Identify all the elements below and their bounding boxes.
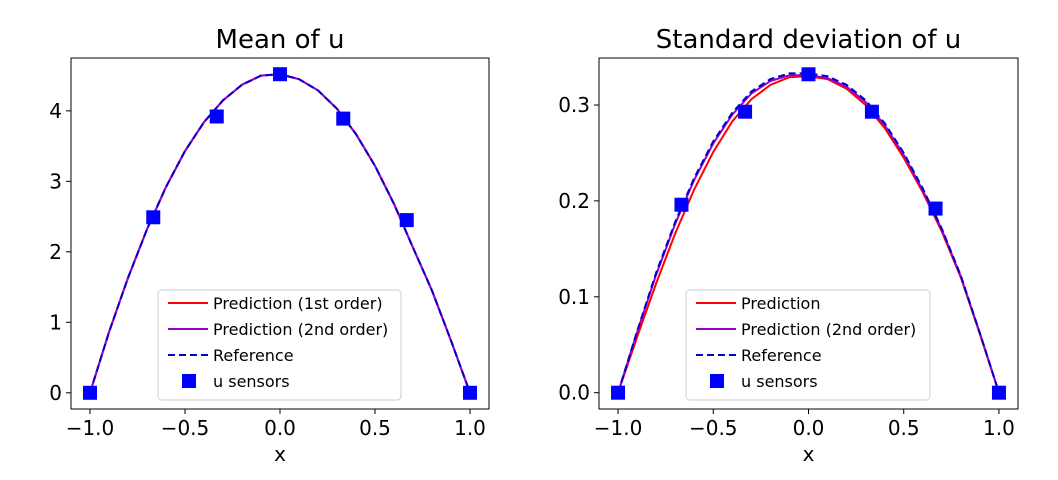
- x-tick-label: 0.0: [264, 416, 296, 440]
- sensor-point: [83, 385, 97, 400]
- y-tick-label: 0.2: [558, 189, 590, 213]
- chart-2: −1.0 −0.5 0.0 0.5 1.0 0.0 0.1 0.2 0.3 Standard de…: [558, 25, 1019, 466]
- x-axis-label: x: [803, 442, 815, 466]
- chart-title: Mean of u: [216, 25, 345, 55]
- y-tick-label: 4: [49, 99, 62, 123]
- legend: Prediction (1st order) Prediction (2nd or…: [157, 289, 402, 401]
- y-tick-label: 2: [49, 240, 62, 264]
- legend-box: [685, 289, 931, 401]
- x-tick-label: 0.5: [888, 416, 920, 440]
- sensor-point: [674, 197, 689, 212]
- legend: Prediction Prediction (2nd order) Referenc…: [685, 289, 931, 401]
- x-tick-label: −0.5: [161, 416, 210, 440]
- legend-label: Prediction (2nd order): [741, 320, 916, 339]
- x-tick-label: −0.5: [689, 416, 738, 440]
- legend-label: u sensors: [741, 372, 818, 391]
- x-tick-label: −1.0: [66, 416, 115, 440]
- sensor-point: [738, 104, 753, 119]
- legend-marker: [710, 374, 724, 388]
- x-tick-label: 1.0: [454, 416, 486, 440]
- x-tick-label: 0.0: [793, 416, 825, 440]
- y-tick-label: 1: [49, 310, 62, 334]
- sensor-point: [801, 67, 816, 82]
- sensor-point: [146, 210, 161, 225]
- legend-label: Prediction (1st order): [213, 294, 383, 313]
- chart-title: Standard deviation of u: [656, 25, 961, 55]
- legend-label: Prediction: [741, 294, 820, 313]
- legend-box: [157, 289, 402, 401]
- x-axis-label: x: [274, 442, 286, 466]
- legend-label: Reference: [741, 346, 822, 365]
- x-tick-label: 1.0: [983, 416, 1015, 440]
- legend-label: Reference: [213, 346, 294, 365]
- sensor-point: [336, 111, 351, 126]
- sensor-point: [273, 67, 287, 82]
- x-tick-label: 0.5: [359, 416, 391, 440]
- sensor-point: [928, 201, 943, 216]
- series-markers-u-sensors: [611, 67, 1006, 400]
- x-tick-label: −1.0: [594, 416, 643, 440]
- legend-label: u sensors: [213, 372, 290, 391]
- y-tick-label: 0: [49, 381, 62, 405]
- sensor-point: [399, 213, 414, 228]
- sensor-point: [209, 109, 224, 124]
- series-markers-u-sensors: [83, 67, 477, 400]
- legend-marker: [182, 374, 196, 388]
- sensor-point: [611, 385, 626, 400]
- y-tick-label: 3: [49, 169, 62, 193]
- chart-1: −1.0 −0.5 0.0 0.5 1.0 0 1 2 3 4 Mean of u x Predicti…: [49, 25, 490, 466]
- y-tick-label: 0.3: [558, 93, 590, 117]
- sensor-point: [991, 385, 1006, 400]
- sensor-point: [463, 385, 477, 400]
- legend-label: Prediction (2nd order): [213, 320, 388, 339]
- y-tick-label: 0.0: [558, 381, 590, 405]
- y-tick-label: 0.1: [558, 285, 590, 309]
- sensor-point: [864, 104, 879, 119]
